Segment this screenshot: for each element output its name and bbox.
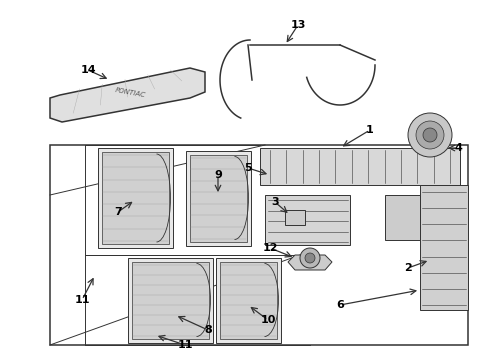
Polygon shape bbox=[190, 154, 246, 242]
Polygon shape bbox=[127, 257, 213, 342]
Polygon shape bbox=[420, 185, 468, 310]
Text: PONTIAC: PONTIAC bbox=[114, 87, 146, 99]
Text: 1: 1 bbox=[366, 125, 374, 135]
Polygon shape bbox=[385, 195, 420, 240]
Circle shape bbox=[408, 113, 452, 157]
Text: 10: 10 bbox=[260, 315, 276, 325]
Polygon shape bbox=[50, 68, 205, 122]
Polygon shape bbox=[288, 255, 332, 270]
Text: 12: 12 bbox=[262, 243, 278, 253]
Polygon shape bbox=[131, 261, 209, 338]
Polygon shape bbox=[285, 210, 305, 225]
Polygon shape bbox=[98, 148, 172, 248]
Text: 5: 5 bbox=[244, 163, 252, 173]
Text: 4: 4 bbox=[454, 143, 462, 153]
Polygon shape bbox=[186, 150, 250, 246]
Text: 11: 11 bbox=[74, 295, 90, 305]
Text: 3: 3 bbox=[271, 197, 279, 207]
Polygon shape bbox=[216, 257, 280, 342]
Text: 6: 6 bbox=[336, 300, 344, 310]
Circle shape bbox=[305, 253, 315, 263]
Text: 11: 11 bbox=[177, 340, 193, 350]
Polygon shape bbox=[220, 261, 276, 338]
Text: 13: 13 bbox=[290, 20, 306, 30]
Text: 14: 14 bbox=[80, 65, 96, 75]
Text: 8: 8 bbox=[204, 325, 212, 335]
Text: 9: 9 bbox=[214, 170, 222, 180]
Circle shape bbox=[300, 248, 320, 268]
Bar bbox=[50, 145, 468, 345]
Polygon shape bbox=[260, 148, 460, 185]
Text: 7: 7 bbox=[114, 207, 122, 217]
Circle shape bbox=[416, 121, 444, 149]
Polygon shape bbox=[265, 195, 350, 245]
Polygon shape bbox=[101, 152, 169, 244]
Circle shape bbox=[423, 128, 437, 142]
Text: 2: 2 bbox=[404, 263, 412, 273]
